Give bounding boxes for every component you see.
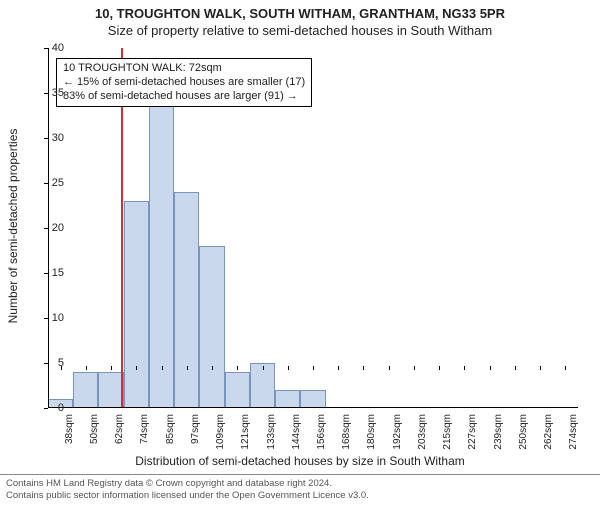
x-tick bbox=[187, 366, 188, 370]
x-tick bbox=[212, 366, 213, 370]
x-tick bbox=[490, 366, 491, 370]
x-tick-label: 156sqm bbox=[316, 414, 327, 464]
x-tick-label: 274sqm bbox=[568, 414, 579, 464]
y-tick-label: 35 bbox=[24, 87, 64, 99]
x-tick bbox=[313, 366, 314, 370]
y-axis-title: Number of semi-detached properties bbox=[6, 129, 20, 324]
histogram-bar bbox=[149, 102, 174, 408]
x-tick bbox=[515, 366, 516, 370]
chart-title-line2: Size of property relative to semi-detach… bbox=[0, 23, 600, 38]
x-tick bbox=[136, 366, 137, 370]
histogram-bar bbox=[124, 201, 149, 408]
x-tick-label: 215sqm bbox=[442, 414, 453, 464]
x-tick-label: 121sqm bbox=[240, 414, 251, 464]
x-tick-label: 262sqm bbox=[543, 414, 554, 464]
x-tick bbox=[338, 366, 339, 370]
y-tick-label: 25 bbox=[24, 177, 64, 189]
histogram-bar bbox=[199, 246, 224, 408]
x-tick-label: 180sqm bbox=[366, 414, 377, 464]
x-tick bbox=[464, 366, 465, 370]
x-tick bbox=[263, 366, 264, 370]
footer-line2: Contains public sector information licen… bbox=[6, 490, 594, 502]
y-tick-label: 15 bbox=[24, 267, 64, 279]
x-tick-label: 227sqm bbox=[467, 414, 478, 464]
histogram-chart: 10 TROUGHTON WALK: 72sqm ← 15% of semi-d… bbox=[48, 48, 578, 408]
footer-attribution: Contains HM Land Registry data © Crown c… bbox=[0, 474, 600, 502]
x-tick-label: 74sqm bbox=[139, 414, 150, 464]
x-tick-label: 50sqm bbox=[89, 414, 100, 464]
x-tick-label: 168sqm bbox=[341, 414, 352, 464]
x-tick bbox=[288, 366, 289, 370]
x-tick bbox=[389, 366, 390, 370]
annotation-line1: 10 TROUGHTON WALK: 72sqm bbox=[63, 62, 305, 76]
histogram-bar bbox=[300, 390, 325, 408]
y-tick-label: 20 bbox=[24, 222, 64, 234]
x-tick-label: 239sqm bbox=[493, 414, 504, 464]
x-tick bbox=[414, 366, 415, 370]
x-tick bbox=[61, 366, 62, 370]
x-tick-label: 144sqm bbox=[291, 414, 302, 464]
y-tick-label: 0 bbox=[24, 402, 64, 414]
x-tick bbox=[363, 366, 364, 370]
x-tick-label: 97sqm bbox=[190, 414, 201, 464]
histogram-bar bbox=[174, 192, 199, 408]
histogram-bar bbox=[98, 372, 123, 408]
histogram-bar bbox=[73, 372, 98, 408]
x-axis-line bbox=[48, 407, 578, 408]
x-tick-label: 250sqm bbox=[518, 414, 529, 464]
x-tick-label: 109sqm bbox=[215, 414, 226, 464]
x-tick bbox=[565, 366, 566, 370]
x-tick-label: 133sqm bbox=[266, 414, 277, 464]
x-tick bbox=[540, 366, 541, 370]
chart-title-line1: 10, TROUGHTON WALK, SOUTH WITHAM, GRANTH… bbox=[0, 6, 600, 21]
x-tick-label: 85sqm bbox=[165, 414, 176, 464]
x-tick bbox=[237, 366, 238, 370]
x-tick bbox=[86, 366, 87, 370]
histogram-bar bbox=[225, 372, 250, 408]
x-tick-label: 62sqm bbox=[114, 414, 125, 464]
x-tick-label: 203sqm bbox=[417, 414, 428, 464]
footer-line1: Contains HM Land Registry data © Crown c… bbox=[6, 478, 594, 490]
y-tick-label: 40 bbox=[24, 42, 64, 54]
annotation-line2: ← 15% of semi-detached houses are smalle… bbox=[63, 76, 305, 90]
y-tick-label: 10 bbox=[24, 312, 64, 324]
annotation-box: 10 TROUGHTON WALK: 72sqm ← 15% of semi-d… bbox=[56, 58, 312, 107]
histogram-bar bbox=[275, 390, 300, 408]
y-tick-label: 5 bbox=[24, 357, 64, 369]
x-tick bbox=[439, 366, 440, 370]
y-tick-label: 30 bbox=[24, 132, 64, 144]
x-tick bbox=[162, 366, 163, 370]
x-tick-label: 38sqm bbox=[64, 414, 75, 464]
x-tick-label: 192sqm bbox=[392, 414, 403, 464]
annotation-line3: 83% of semi-detached houses are larger (… bbox=[63, 90, 305, 104]
x-tick bbox=[111, 366, 112, 370]
